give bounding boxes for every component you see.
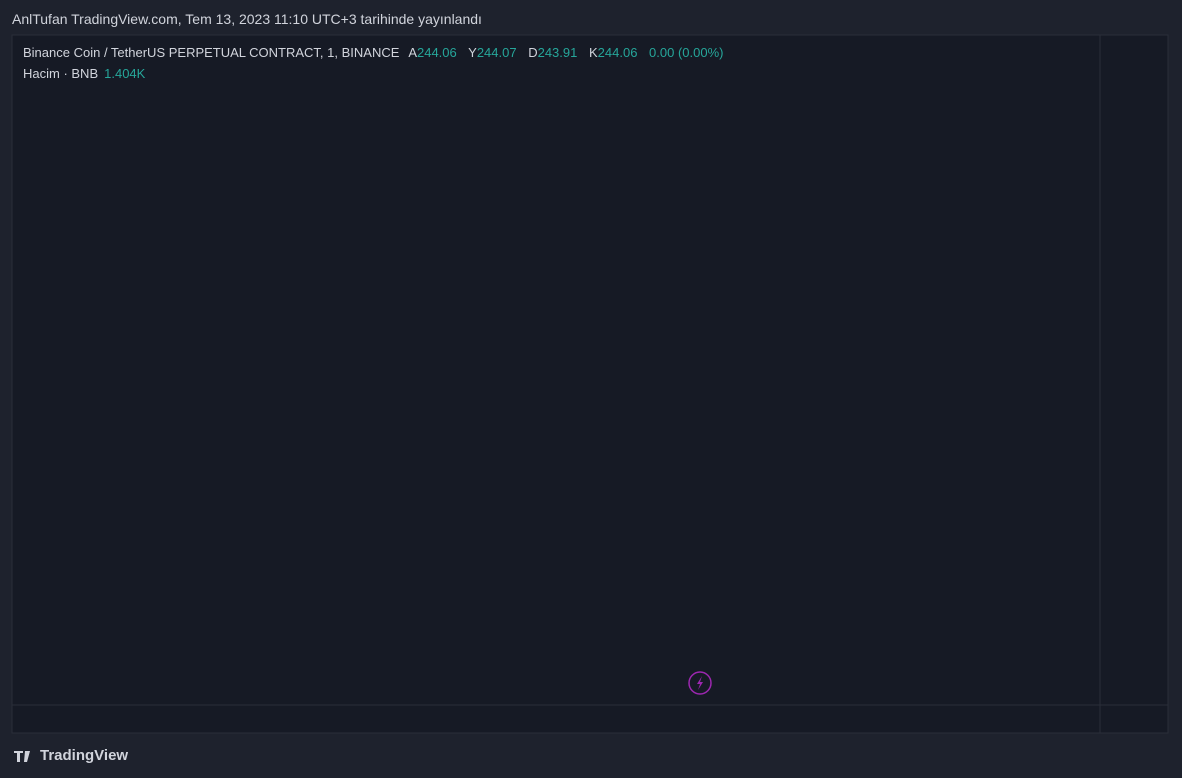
legend-change: 0.00 (0.00%) <box>649 45 724 60</box>
legend-close: 244.06 <box>597 45 638 60</box>
legend-key: K <box>588 45 598 60</box>
legend-key: D <box>528 45 538 60</box>
chart-panel <box>11 34 1169 734</box>
legend-low: 243.91 <box>537 45 578 60</box>
published-line: AnlTufan TradingView.com, Tem 13, 2023 1… <box>12 11 482 27</box>
volume-title: Hacim · BNB <box>23 66 99 81</box>
legend-key: A <box>408 45 417 60</box>
symbol-title: Binance Coin / TetherUS PERPETUAL CONTRA… <box>23 45 400 60</box>
footer-logo: TradingView <box>40 747 129 764</box>
flash-glyph <box>697 676 703 690</box>
legend-high: 244.07 <box>476 45 517 60</box>
logo-icon <box>14 751 30 762</box>
volume-legend: Hacim · BNB 1.404K <box>23 66 153 81</box>
legend-key: Y <box>468 45 477 60</box>
volume-value: 1.404K <box>104 66 146 81</box>
symbol-legend: Binance Coin / TetherUS PERPETUAL CONTRA… <box>23 45 731 60</box>
legend-open: 244.06 <box>416 45 457 60</box>
